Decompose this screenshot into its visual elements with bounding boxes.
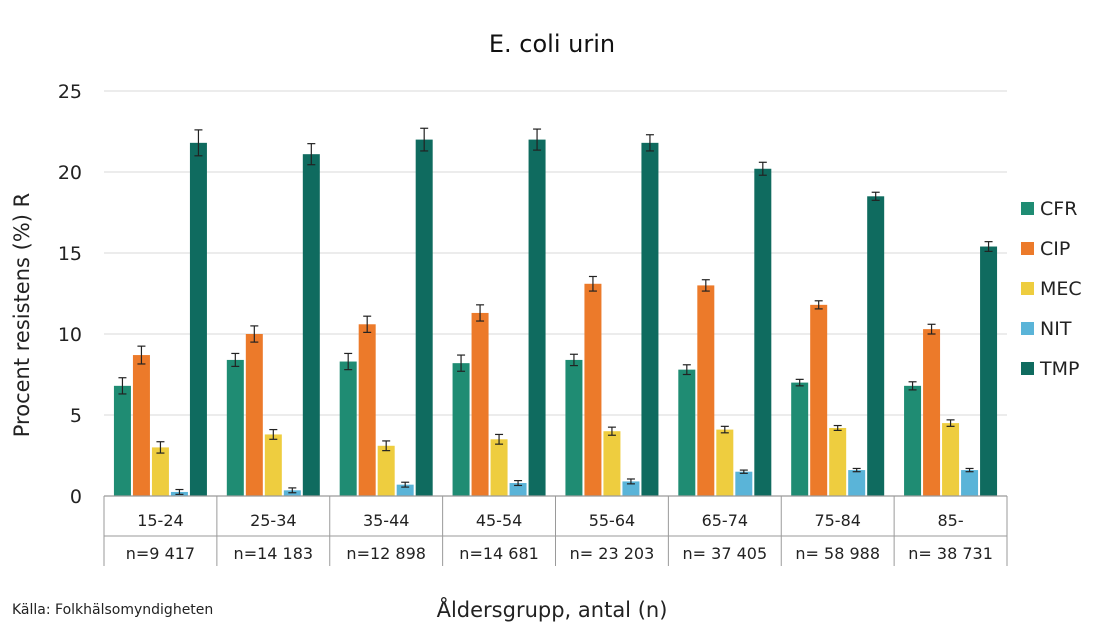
category-label: 45-54 bbox=[476, 511, 523, 530]
legend-swatch-tmp bbox=[1021, 362, 1034, 375]
count-label: n= 58 988 bbox=[795, 544, 880, 563]
legend-swatch-cip bbox=[1021, 242, 1034, 255]
x-axis-label: Åldersgrupp, antal (n) bbox=[437, 596, 668, 622]
bar-tmp bbox=[641, 142, 659, 496]
bar-cip bbox=[358, 324, 376, 496]
count-label: n= 38 731 bbox=[908, 544, 993, 563]
y-axis-label: Procent resistens (%) R bbox=[10, 193, 34, 438]
bar-tmp bbox=[980, 246, 998, 496]
bars bbox=[113, 127, 998, 497]
legend-swatch-cfr bbox=[1021, 202, 1034, 215]
y-tick-label: 15 bbox=[58, 243, 82, 265]
bar-cip bbox=[810, 304, 828, 496]
count-label: n=12 898 bbox=[346, 544, 426, 563]
bar-mec bbox=[264, 434, 282, 496]
bar-cip bbox=[132, 355, 150, 496]
bar-tmp bbox=[867, 196, 885, 497]
y-tick-label: 25 bbox=[58, 81, 82, 103]
count-label: n= 23 203 bbox=[570, 544, 655, 563]
legend-label-mec: MEC bbox=[1040, 278, 1082, 300]
category-label: 85- bbox=[937, 511, 963, 530]
bar-nit bbox=[509, 483, 527, 496]
chart-title: E. coli urin bbox=[489, 30, 615, 58]
bar-tmp bbox=[189, 142, 207, 496]
bar-cfr bbox=[678, 369, 696, 496]
legend-label-cfr: CFR bbox=[1040, 198, 1077, 220]
bar-mec bbox=[490, 439, 508, 496]
bar-cfr bbox=[791, 382, 809, 496]
bar-nit bbox=[848, 470, 866, 496]
legend-label-nit: NIT bbox=[1040, 318, 1072, 340]
y-tick-label: 5 bbox=[70, 405, 82, 427]
bar-tmp bbox=[302, 154, 320, 496]
bar-mec bbox=[603, 431, 621, 496]
y-tick-label: 0 bbox=[70, 486, 82, 508]
bar-mec bbox=[942, 423, 960, 496]
legend: CFR CIP MEC NIT TMP bbox=[1021, 198, 1082, 380]
count-label: n= 37 405 bbox=[683, 544, 768, 563]
category-label: 35-44 bbox=[363, 511, 410, 530]
bar-cfr bbox=[339, 361, 357, 496]
bar-cfr bbox=[113, 385, 131, 496]
x-axis-table: 15-24 n=9 417 25-34 n=14 183 35-44 n=12 898 45… bbox=[103, 495, 1008, 566]
bar-mec bbox=[716, 429, 734, 496]
category-label: 55-64 bbox=[589, 511, 636, 530]
y-tick-label: 20 bbox=[58, 162, 82, 184]
bar-cfr bbox=[904, 385, 922, 496]
count-label: n=14 183 bbox=[234, 544, 314, 563]
bar-tmp bbox=[415, 139, 433, 496]
count-label: n=9 417 bbox=[126, 544, 195, 563]
count-label: n=14 681 bbox=[459, 544, 539, 563]
y-axis: 0 5 10 15 20 25 bbox=[58, 81, 82, 508]
bar-cip bbox=[471, 312, 489, 496]
legend-label-cip: CIP bbox=[1040, 238, 1070, 260]
legend-swatch-nit bbox=[1021, 322, 1034, 335]
bar-cip bbox=[923, 329, 941, 496]
legend-swatch-mec bbox=[1021, 282, 1034, 295]
bar-cip bbox=[245, 334, 263, 496]
category-label: 25-34 bbox=[250, 511, 297, 530]
source-note: Källa: Folkhälsomyndigheten bbox=[12, 602, 214, 618]
bar-nit bbox=[622, 481, 640, 496]
legend-label-tmp: TMP bbox=[1039, 358, 1079, 380]
bar-cfr bbox=[565, 359, 583, 496]
category-label: 75-84 bbox=[814, 511, 861, 530]
bar-mec bbox=[377, 445, 395, 496]
category-label: 65-74 bbox=[702, 511, 749, 530]
bar-nit bbox=[961, 470, 979, 496]
bar-cfr bbox=[452, 363, 470, 496]
bar-mec bbox=[829, 427, 847, 496]
bar-tmp bbox=[754, 168, 772, 496]
category-label: 15-24 bbox=[137, 511, 184, 530]
bar-nit bbox=[735, 471, 753, 496]
bar-cip bbox=[584, 283, 602, 496]
bar-cfr bbox=[226, 359, 244, 496]
bar-tmp bbox=[528, 139, 546, 496]
bar-nit bbox=[396, 484, 414, 496]
bar-cip bbox=[697, 285, 715, 496]
bar-mec bbox=[151, 447, 169, 496]
y-tick-label: 10 bbox=[58, 324, 82, 346]
